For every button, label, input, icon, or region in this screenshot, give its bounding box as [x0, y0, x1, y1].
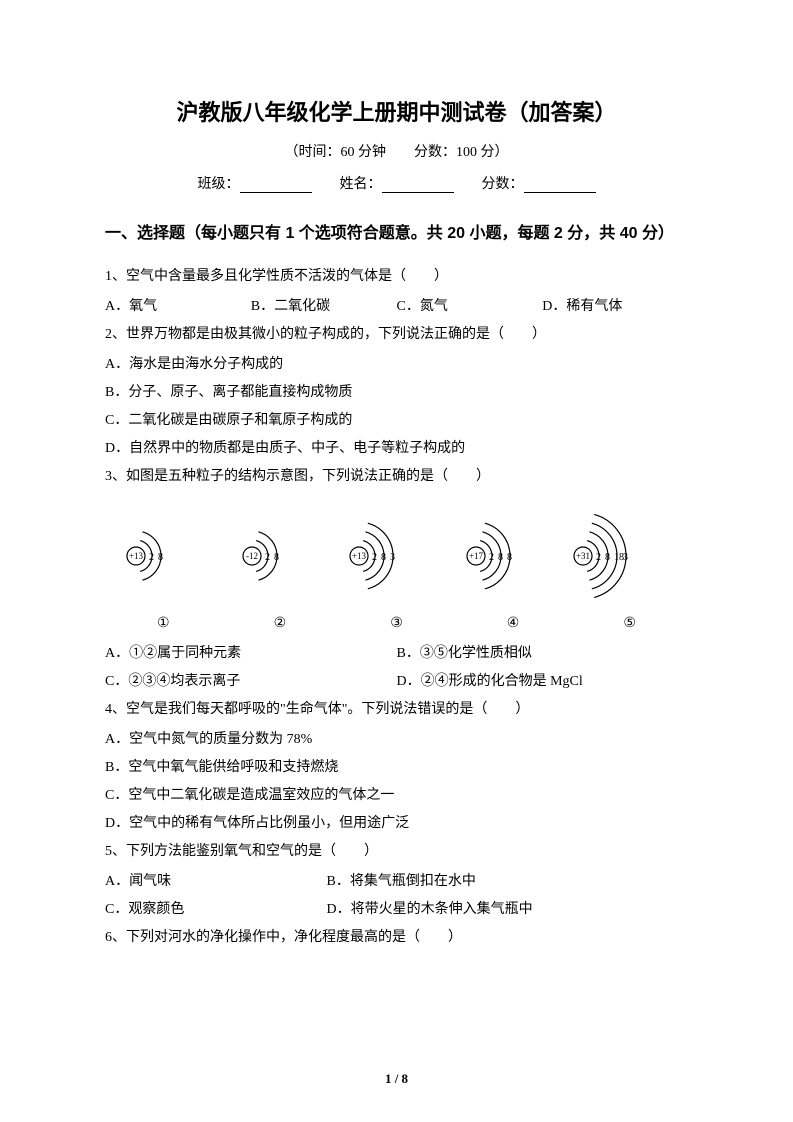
q4-opt-b[interactable]: B．空气中氧气能供给呼吸和支持燃烧 — [105, 754, 688, 782]
svg-text:3: 3 — [390, 552, 395, 563]
name-label: 姓名： — [340, 177, 382, 192]
svg-text:8: 8 — [507, 552, 512, 563]
name-blank[interactable] — [382, 177, 454, 193]
diagram-label-1: ① — [105, 615, 222, 632]
section-1-header: 一、选择题（每小题只有 1 个选项符合题意。共 20 小题，每题 2 分，共 4… — [105, 215, 688, 253]
q1-options: A．氧气 B．二氧化碳 C．氮气 D．稀有气体 — [105, 293, 688, 321]
q1-opt-b[interactable]: B．二氧化碳 — [251, 293, 397, 321]
q4-options: A．空气中氮气的质量分数为 78% B．空气中氧气能供给呼吸和支持燃烧 C．空气… — [105, 726, 688, 838]
atom-diagram-5: +3128183 — [571, 507, 688, 605]
q1-opt-c[interactable]: C．氮气 — [397, 293, 543, 321]
q5-options: A．闻气味 B．将集气瓶倒扣在水中 C．观察颜色 D．将带火星的木条伸入集气瓶中 — [105, 868, 688, 924]
q1-opt-d[interactable]: D．稀有气体 — [542, 293, 688, 321]
svg-text:3: 3 — [623, 552, 628, 563]
class-label: 班级： — [198, 177, 240, 192]
q3-options: A．①②属于同种元素 B．③⑤化学性质相似 C．②③④均表示离子 D．②④形成的… — [105, 640, 688, 696]
atom-diagram-2: -12 28 — [222, 525, 339, 587]
q3-opt-b[interactable]: B．③⑤化学性质相似 — [397, 640, 689, 668]
svg-text:2: 2 — [596, 552, 601, 563]
q5-text: 5、下列方法能鉴别氧气和空气的是（ ） — [105, 838, 688, 866]
svg-text:-12: -12 — [246, 551, 258, 561]
q4-opt-a[interactable]: A．空气中氮气的质量分数为 78% — [105, 726, 688, 754]
score-label: 分数： — [482, 177, 524, 192]
page-number: 1 / 8 — [0, 1071, 793, 1087]
q3-diagrams: +1328-1228+13283+17288+3128183 — [105, 493, 688, 611]
q2-opt-d[interactable]: D．自然界中的物质都是由质子、中子、电子等粒子构成的 — [105, 435, 688, 463]
score-blank[interactable] — [524, 177, 596, 193]
page-title: 沪教版八年级化学上册期中测试卷（加答案） — [105, 95, 688, 127]
q2-opt-c[interactable]: C．二氧化碳是由碳原子和氧原子构成的 — [105, 407, 688, 435]
svg-text:8: 8 — [498, 552, 503, 563]
svg-text:8: 8 — [158, 552, 163, 563]
q2-options: A．海水是由海水分子构成的 B．分子、原子、离子都能直接构成物质 C．二氧化碳是… — [105, 351, 688, 463]
atom-diagram-4: +17288 — [455, 516, 572, 596]
q3-opt-a[interactable]: A．①②属于同种元素 — [105, 640, 397, 668]
q4-opt-c[interactable]: C．空气中二氧化碳是造成温室效应的气体之一 — [105, 782, 688, 810]
q3-diagram-labels: ①②③④⑤ — [105, 611, 688, 640]
q2-opt-b[interactable]: B．分子、原子、离子都能直接构成物质 — [105, 379, 688, 407]
svg-text:8: 8 — [605, 552, 610, 563]
q4-text: 4、空气是我们每天都呼吸的"生命气体"。下列说法错误的是（ ） — [105, 696, 688, 724]
q5-opt-a[interactable]: A．闻气味 — [105, 868, 327, 896]
diagram-label-3: ③ — [338, 615, 455, 632]
svg-text:+13: +13 — [129, 551, 144, 561]
atom-diagram-3: +13 283 — [338, 516, 455, 596]
q1-text: 1、空气中含量最多且化学性质不活泼的气体是（ ） — [105, 263, 688, 291]
svg-text:+31: +31 — [576, 551, 590, 561]
svg-text:2: 2 — [372, 552, 377, 563]
svg-text:8: 8 — [274, 552, 279, 563]
diagram-label-4: ④ — [455, 615, 572, 632]
student-info-line: 班级： 姓名： 分数： — [105, 173, 688, 193]
q5-opt-d[interactable]: D．将带火星的木条伸入集气瓶中 — [327, 896, 688, 924]
diagram-label-2: ② — [222, 615, 339, 632]
svg-text:+13: +13 — [352, 551, 367, 561]
q3-opt-c[interactable]: C．②③④均表示离子 — [105, 668, 397, 696]
class-blank[interactable] — [240, 177, 312, 193]
exam-meta: （时间：60 分钟 分数：100 分） — [105, 141, 688, 161]
q4-opt-d[interactable]: D．空气中的稀有气体所占比例虽小，但用途广泛 — [105, 810, 688, 838]
svg-text:2: 2 — [489, 552, 494, 563]
svg-text:8: 8 — [381, 552, 386, 563]
q2-text: 2、世界万物都是由极其微小的粒子构成的，下列说法正确的是（ ） — [105, 321, 688, 349]
q6-text: 6、下列对河水的净化操作中，净化程度最高的是（ ） — [105, 924, 688, 952]
svg-text:2: 2 — [149, 552, 154, 563]
diagram-label-5: ⑤ — [571, 615, 688, 632]
q3-opt-d[interactable]: D．②④形成的化合物是 MgCl — [397, 668, 689, 696]
atom-diagram-1: +13 28 — [105, 525, 222, 587]
svg-text:2: 2 — [265, 552, 270, 563]
q1-opt-a[interactable]: A．氧气 — [105, 293, 251, 321]
svg-text:+17: +17 — [469, 551, 484, 561]
q5-opt-c[interactable]: C．观察颜色 — [105, 896, 327, 924]
q2-opt-a[interactable]: A．海水是由海水分子构成的 — [105, 351, 688, 379]
q5-opt-b[interactable]: B．将集气瓶倒扣在水中 — [327, 868, 688, 896]
q3-text: 3、如图是五种粒子的结构示意图，下列说法正确的是（ ） — [105, 463, 688, 491]
